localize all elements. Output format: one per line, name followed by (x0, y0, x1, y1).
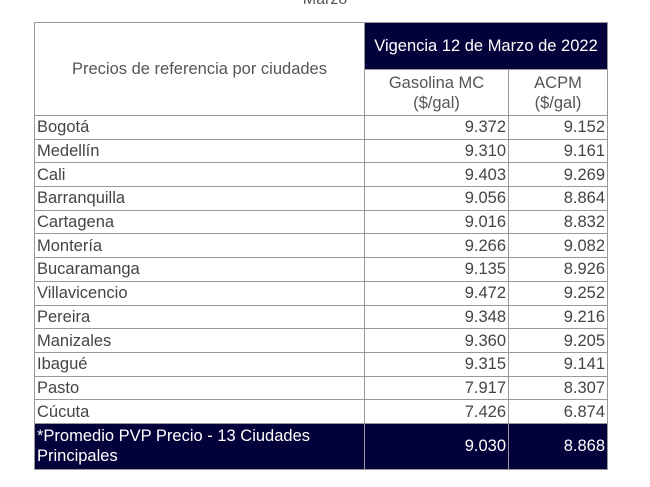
city-cell: Pasto (34, 375, 365, 401)
acpm-cell: 6.874 (508, 399, 608, 424)
average-gasolina: 9.030 (364, 422, 509, 470)
city-cell: Pereira (34, 304, 365, 330)
city-cell: Cúcuta (34, 399, 365, 424)
city-cell: Bogotá (34, 115, 365, 140)
average-row: *Promedio PVP Precio - 13 Ciudades Princ… (34, 422, 608, 470)
gasolina-cell: 9.056 (364, 186, 509, 211)
gasolina-cell: 9.016 (364, 209, 509, 235)
acpm-cell: 8.832 (508, 209, 608, 235)
gasolina-cell: 7.426 (364, 399, 509, 424)
table-row: Medellín 9.310 9.161 (34, 138, 608, 164)
city-cell: Montería (34, 233, 365, 259)
gasolina-cell: 9.266 (364, 233, 509, 259)
acpm-cell: 9.252 (508, 280, 608, 306)
acpm-cell: 8.864 (508, 186, 608, 211)
table-row: Barranquilla 9.056 8.864 (34, 186, 608, 211)
table-row: Montería 9.266 9.082 (34, 233, 608, 259)
column-header-gasolina: Gasolina MC ($/gal) (364, 69, 509, 116)
gasolina-cell: 9.310 (364, 138, 509, 164)
table-row: Cali 9.403 9.269 (34, 162, 608, 188)
table-title: Precios de referencia por ciudades (34, 22, 365, 116)
acpm-cell: 9.269 (508, 162, 608, 188)
city-cell: Ibagué (34, 351, 365, 377)
city-cell: Bucaramanga (34, 257, 365, 282)
average-acpm: 8.868 (508, 422, 608, 470)
gasolina-cell: 9.360 (364, 328, 509, 353)
city-cell: Manizales (34, 328, 365, 353)
column-header-acpm: ACPM ($/gal) (508, 69, 608, 116)
table-row: Pereira 9.348 9.216 (34, 304, 608, 330)
city-cell: Villavicencio (34, 280, 365, 306)
table-row: Bucaramanga 9.135 8.926 (34, 257, 608, 282)
acpm-cell: 9.152 (508, 115, 608, 140)
acpm-cell: 8.307 (508, 375, 608, 401)
table-row: Villavicencio 9.472 9.252 (34, 280, 608, 306)
acpm-cell: 9.205 (508, 328, 608, 353)
gasolina-cell: 9.348 (364, 304, 509, 330)
table-row: Ibagué 9.315 9.141 (34, 351, 608, 377)
table-row: Bogotá 9.372 9.152 (34, 115, 608, 140)
gasolina-cell: 9.372 (364, 115, 509, 140)
period-header: Vigencia 12 de Marzo de 2022 (364, 22, 608, 70)
acpm-cell: 9.082 (508, 233, 608, 259)
acpm-cell: 9.161 (508, 138, 608, 164)
table-row: Cartagena 9.016 8.832 (34, 209, 608, 235)
gasolina-cell: 9.472 (364, 280, 509, 306)
acpm-cell: 9.216 (508, 304, 608, 330)
gasolina-cell: 9.315 (364, 351, 509, 377)
average-label: *Promedio PVP Precio - 13 Ciudades Princ… (34, 422, 365, 470)
city-cell: Medellín (34, 138, 365, 164)
city-cell: Cali (34, 162, 365, 188)
table-row: Cúcuta 7.426 6.874 (34, 399, 608, 424)
price-table: Precios de referencia por ciudades Vigen… (34, 22, 608, 470)
gasolina-cell: 9.135 (364, 257, 509, 282)
table-row: Manizales 9.360 9.205 (34, 328, 608, 353)
table-row: Pasto 7.917 8.307 (34, 375, 608, 401)
city-cell: Barranquilla (34, 186, 365, 211)
acpm-cell: 8.926 (508, 257, 608, 282)
caption: Marzo (0, 0, 650, 9)
city-cell: Cartagena (34, 209, 365, 235)
gasolina-cell: 7.917 (364, 375, 509, 401)
acpm-cell: 9.141 (508, 351, 608, 377)
gasolina-cell: 9.403 (364, 162, 509, 188)
